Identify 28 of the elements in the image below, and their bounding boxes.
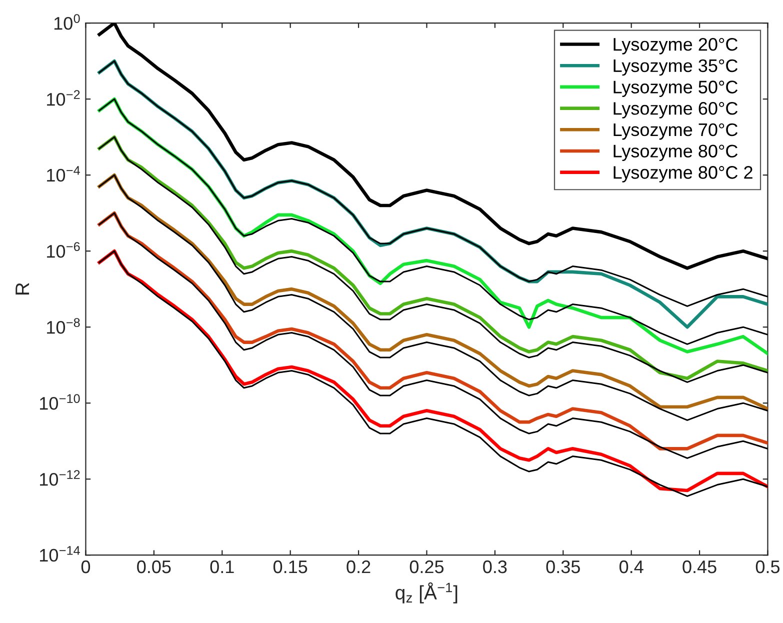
y-tick-label: 10$^{−14}$ [40, 546, 80, 562]
y-tick-label: 10$^{−4}$ [47, 166, 80, 182]
legend-label: Lysozyme 60°C [614, 102, 738, 118]
legend-label: Lysozyme 50°C [614, 80, 738, 98]
y-tick-label: 10$^{−2}$ [47, 90, 80, 106]
y-tick-label: 10$^{−10}$ [40, 394, 80, 410]
y-tick-label: 10$^{0}$ [54, 14, 80, 30]
legend-label: Lysozyme 80°C [614, 144, 738, 162]
legend-label: Lysozyme 35°C [614, 59, 738, 76]
legend-label: Lysozyme 70°C [614, 123, 738, 140]
x-tick-label: 0.15 [273, 560, 308, 574]
x-tick-label: 0.3 [483, 560, 507, 574]
x-tick-label: 0.25 [410, 560, 444, 574]
x-tick-label: 0.35 [546, 560, 580, 574]
x-tick-label: 0.1 [210, 560, 234, 574]
x-axis-title: q$_{z}$ [Å$^{−1}$] [396, 582, 458, 604]
x-tick-label: 0 [81, 560, 90, 574]
legend-label: Lysozyme 80°C 2 [614, 166, 752, 182]
x-tick-label: 0.4 [619, 560, 644, 574]
x-tick-label: 0.45 [682, 560, 716, 574]
x-tick-label: 0.05 [137, 560, 171, 574]
y-tick-label: 10$^{−12}$ [40, 470, 80, 486]
x-tick-label: 0.2 [346, 560, 370, 574]
legend-label: Lysozyme 20°C [614, 38, 738, 54]
y-tick-label: 10$^{−8}$ [47, 318, 80, 334]
x-tick-label: 0.5 [756, 560, 780, 574]
y-tick-label: 10$^{−6}$ [47, 242, 80, 258]
y-axis-title: R [16, 282, 30, 294]
